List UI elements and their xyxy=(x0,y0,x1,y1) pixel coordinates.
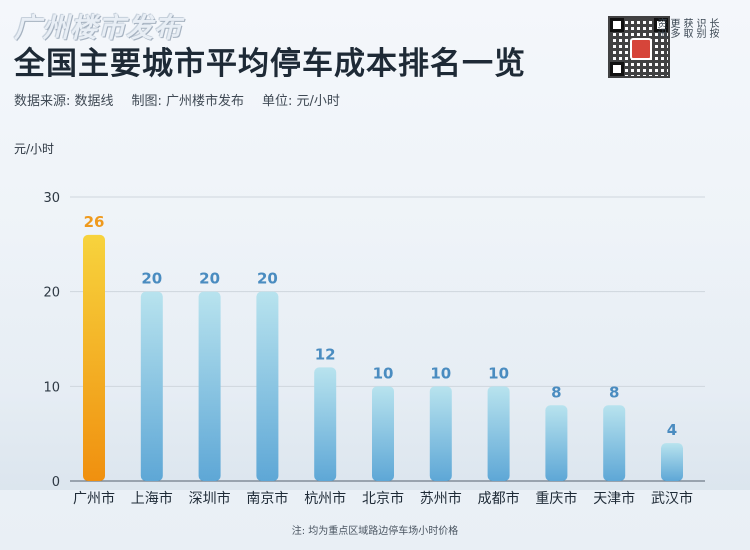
maker-text: 制图: 广州楼市发布 xyxy=(131,94,245,109)
bar-value-label: 10 xyxy=(488,364,509,382)
qr-hint-text: 资讯 xyxy=(655,18,666,38)
qr-logo-icon xyxy=(630,38,652,60)
unit-text: 单位: 元/小时 xyxy=(262,94,340,109)
x-category-label: 成都市 xyxy=(478,490,520,507)
y-tick-label: 20 xyxy=(43,286,60,301)
bar-value-label: 8 xyxy=(609,383,619,401)
bar-深圳市 xyxy=(198,291,221,481)
y-tick-label: 10 xyxy=(43,380,60,395)
bar-武汉市 xyxy=(661,443,683,481)
bar-北京市 xyxy=(372,386,394,481)
x-category-label: 武汉市 xyxy=(651,490,693,507)
x-category-label: 重庆市 xyxy=(535,490,577,507)
y-tick-label: 30 xyxy=(43,191,60,206)
footnote: 注: 均为重点区域路边停车场小时价格 xyxy=(291,526,459,537)
page-title: 全国主要城市平均停车成本排名一览 xyxy=(14,46,526,82)
bar-成都市 xyxy=(487,386,510,481)
bar-重庆市 xyxy=(545,405,568,481)
qr-finder-icon xyxy=(654,18,668,32)
x-category-label: 广州市 xyxy=(73,490,115,507)
qr-hint-text: 识别 xyxy=(694,18,705,38)
meta-line: 数据来源: 数据线 制图: 广州楼市发布 单位: 元/小时 xyxy=(14,90,340,109)
bar-value-label: 4 xyxy=(667,421,677,439)
brand-watermark: 广州楼市发布 xyxy=(14,13,182,44)
bar-上海市 xyxy=(140,291,163,481)
qr-hint: 长按 识别 获取 更多 资讯 xyxy=(655,18,718,38)
source-text: 数据来源: 数据线 xyxy=(14,94,114,109)
qr-hint-text: 长按 xyxy=(707,18,718,38)
bar-value-label: 12 xyxy=(315,345,336,363)
bar-苏州市 xyxy=(429,386,452,481)
qr-finder-icon xyxy=(610,62,624,76)
x-category-label: 深圳市 xyxy=(189,490,231,507)
x-category-label: 北京市 xyxy=(362,490,404,507)
y-tick-label: 0 xyxy=(52,475,60,490)
bar-value-label: 10 xyxy=(430,364,451,382)
x-category-label: 苏州市 xyxy=(420,490,462,507)
bar-杭州市 xyxy=(314,367,337,481)
bar-value-label: 20 xyxy=(257,270,278,288)
bar-value-label: 10 xyxy=(373,364,394,382)
bar-value-label: 8 xyxy=(551,383,561,401)
bar-value-label: 20 xyxy=(199,270,220,288)
bar-广州市 xyxy=(83,234,105,481)
x-category-label: 杭州市 xyxy=(304,490,346,507)
y-axis-label: 元/小时 xyxy=(14,142,55,156)
bar-value-label: 26 xyxy=(84,213,105,231)
x-category-label: 南京市 xyxy=(246,490,288,507)
bar-南京市 xyxy=(256,291,279,481)
x-category-label: 上海市 xyxy=(131,490,173,507)
qr-finder-icon xyxy=(610,18,624,32)
qr-hint-text: 更多 xyxy=(668,18,679,38)
bar-天津市 xyxy=(603,405,626,481)
bar-value-label: 20 xyxy=(141,270,162,288)
qr-hint-text: 获取 xyxy=(681,18,692,38)
x-category-label: 天津市 xyxy=(593,490,635,507)
